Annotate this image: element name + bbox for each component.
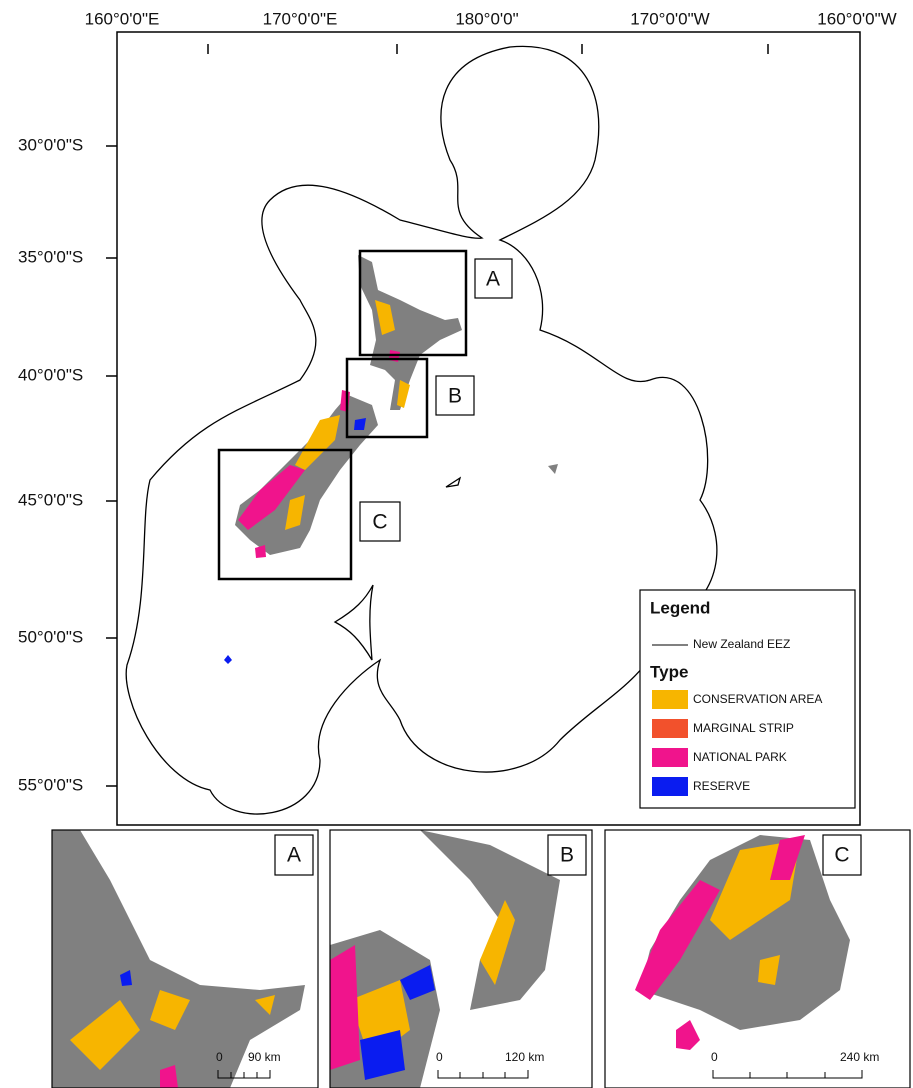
area-patch [255, 545, 266, 558]
legend-label: CONSERVATION AREA [693, 692, 822, 706]
scale-label: 0 [436, 1050, 443, 1064]
inset-b: B 0 120 km [330, 830, 592, 1088]
lon-label: 160°0'0"E [85, 9, 160, 28]
legend-label: NATIONAL PARK [693, 750, 787, 764]
legend-title: Legend [650, 598, 710, 617]
lon-label: 170°0'0"E [263, 9, 338, 28]
south-island [235, 395, 378, 555]
inset-label: B [560, 844, 574, 867]
land [420, 830, 560, 1010]
inset-c: C 0 240 km [605, 830, 910, 1088]
inset-marker: C [372, 511, 387, 534]
legend-subtitle: Type [650, 662, 688, 681]
inset-marker: B [448, 385, 462, 408]
eez-outline [126, 46, 717, 814]
scale-label: 0 [216, 1050, 223, 1064]
area-patch [224, 655, 232, 664]
legend: Legend New Zealand EEZ Type CONSERVATION… [640, 590, 855, 808]
lon-label: 180°0'0" [455, 9, 518, 28]
lon-label: 160°0'0"W [817, 9, 896, 28]
lat-label: 35°0'0"S [18, 247, 83, 266]
legend-swatch [652, 690, 688, 709]
legend-label: New Zealand EEZ [693, 637, 790, 651]
legend-swatch [652, 777, 688, 796]
area-patch [676, 1020, 700, 1050]
inset-a: A 0 90 km [52, 830, 318, 1088]
lat-label: 55°0'0"S [18, 775, 83, 794]
chatham [548, 464, 558, 474]
inset-marker: A [486, 268, 500, 291]
legend-label: RESERVE [693, 779, 750, 793]
lat-label: 45°0'0"S [18, 490, 83, 509]
area-patch [330, 945, 360, 1070]
lat-label: 50°0'0"S [18, 627, 83, 646]
scale-label: 90 km [248, 1050, 281, 1064]
eez-hole [335, 585, 373, 660]
scale-label: 0 [711, 1050, 718, 1064]
map-figure: 160°0'0"E 170°0'0"E 180°0'0" 170°0'0"W 1… [0, 0, 913, 1088]
lat-label: 30°0'0"S [18, 135, 83, 154]
eez-hole [446, 478, 460, 487]
lat-ticks [106, 146, 117, 786]
inset-label: C [834, 844, 849, 867]
scale-label: 120 km [505, 1050, 544, 1064]
legend-label: MARGINAL STRIP [693, 721, 794, 735]
inset-label: A [287, 844, 301, 867]
lat-label: 40°0'0"S [18, 365, 83, 384]
legend-swatch [652, 748, 688, 767]
legend-swatch [652, 719, 688, 738]
lon-label: 170°0'0"W [630, 9, 709, 28]
scale-label: 240 km [840, 1050, 879, 1064]
